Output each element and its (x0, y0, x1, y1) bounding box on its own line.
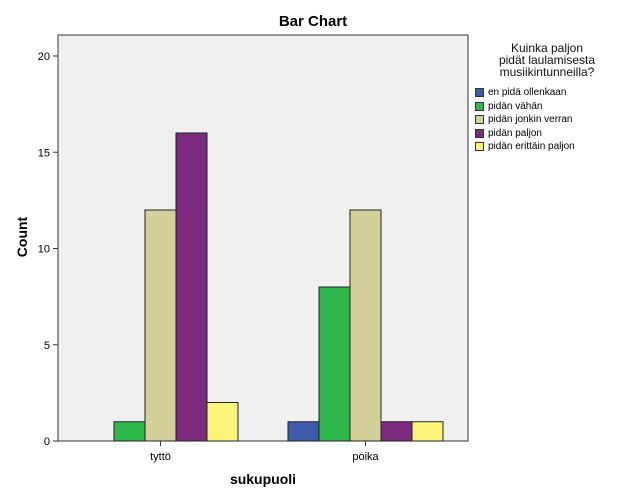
x-axis-label: sukupuoli (229, 471, 297, 487)
y-tick-label: 0 (44, 436, 50, 448)
legend-label: pidän paljon (488, 127, 542, 139)
legend-swatch (475, 101, 484, 111)
legend-title: Kuinka paljon pidät laulamisesta musiiki… (472, 42, 622, 78)
y-tick-label: 10 (38, 244, 50, 256)
legend-item: pidän vähän (472, 100, 622, 114)
y-tick-label: 15 (38, 147, 50, 159)
legend-item: pidän paljon (472, 127, 622, 141)
bar (113, 421, 146, 442)
x-tick-label: poika (352, 451, 379, 463)
bar (349, 209, 382, 442)
bar (287, 421, 320, 442)
y-tick-label: 20 (38, 51, 50, 63)
legend-label: pidän erittäin paljon (488, 141, 575, 153)
chart-title: Bar Chart (278, 13, 348, 30)
y-tick-label: 5 (44, 340, 50, 352)
bar (318, 286, 351, 442)
legend-swatch (475, 88, 484, 98)
legend-label: pidän vähän (488, 100, 543, 112)
legend-title-line: musiikintunneilla? (499, 65, 595, 79)
legend-item: en pidä ollenkaan (472, 86, 622, 100)
legend-swatch (475, 115, 484, 125)
bar (175, 132, 208, 442)
y-axis-label: Count (14, 216, 30, 258)
bar (411, 421, 444, 442)
bar (380, 421, 413, 442)
legend: Kuinka paljon pidät laulamisesta musiiki… (472, 42, 622, 154)
plot-background (57, 34, 469, 442)
x-tick-label: tyttö (150, 451, 171, 463)
legend-title-line: pidät laulamisesta (498, 53, 596, 67)
legend-swatch (475, 142, 484, 152)
legend-item: pidän erittäin paljon (472, 140, 622, 154)
legend-swatch (475, 128, 484, 138)
legend-label: en pidä ollenkaan (488, 87, 567, 99)
bar (144, 209, 177, 442)
legend-items: en pidä ollenkaan pidän vähän pidän jonk… (472, 86, 622, 154)
legend-label: pidän jonkin verran (488, 114, 573, 126)
legend-item: pidän jonkin verran (472, 113, 622, 127)
legend-title-line: Kuinka paljon (510, 41, 584, 55)
bar (206, 402, 239, 442)
